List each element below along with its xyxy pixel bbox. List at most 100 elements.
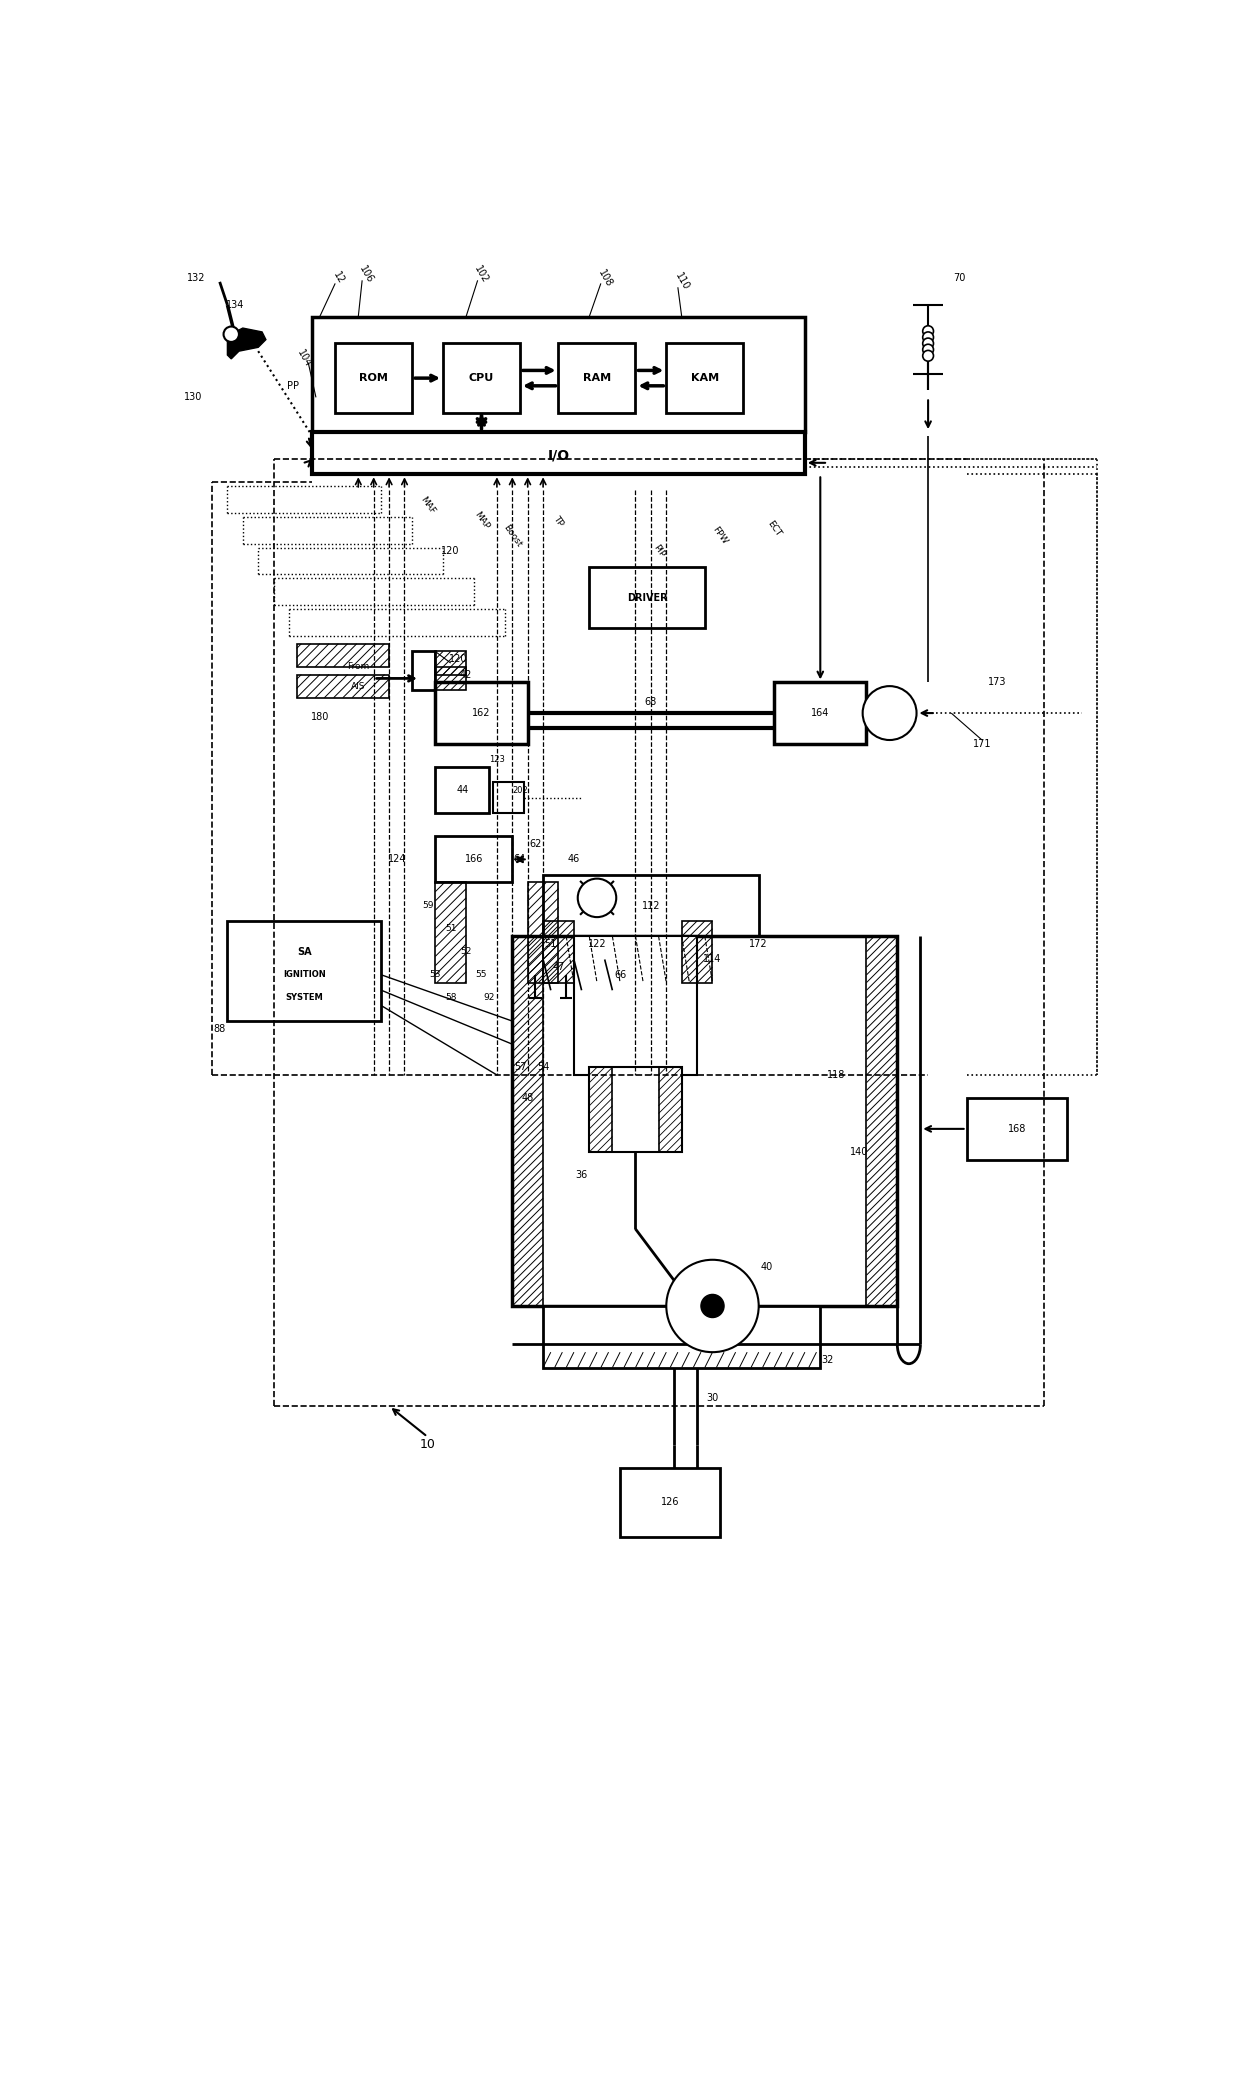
FancyBboxPatch shape bbox=[589, 566, 704, 628]
Text: 36: 36 bbox=[575, 1169, 588, 1180]
Text: 48: 48 bbox=[522, 1092, 534, 1103]
Text: 62: 62 bbox=[529, 840, 542, 850]
Text: ROM: ROM bbox=[360, 373, 388, 384]
Text: 59: 59 bbox=[422, 902, 433, 910]
Text: IGNITION: IGNITION bbox=[283, 970, 326, 978]
FancyBboxPatch shape bbox=[666, 344, 743, 413]
Text: 114: 114 bbox=[703, 954, 722, 964]
Text: SYSTEM: SYSTEM bbox=[285, 993, 324, 1003]
FancyBboxPatch shape bbox=[312, 431, 805, 475]
FancyBboxPatch shape bbox=[443, 344, 520, 413]
Text: 171: 171 bbox=[972, 738, 991, 748]
FancyBboxPatch shape bbox=[412, 651, 435, 690]
Text: 46: 46 bbox=[568, 854, 580, 864]
Text: 57: 57 bbox=[513, 1061, 526, 1072]
Text: 92: 92 bbox=[484, 993, 495, 1003]
Text: DRIVER: DRIVER bbox=[626, 593, 667, 603]
FancyBboxPatch shape bbox=[435, 682, 528, 744]
FancyBboxPatch shape bbox=[312, 317, 805, 431]
Text: 132: 132 bbox=[187, 274, 206, 284]
Text: PIP: PIP bbox=[651, 543, 666, 560]
Text: Boost: Boost bbox=[501, 522, 523, 549]
FancyBboxPatch shape bbox=[335, 344, 412, 413]
Text: 64: 64 bbox=[513, 854, 526, 864]
Text: 118: 118 bbox=[827, 1070, 844, 1080]
Text: 42: 42 bbox=[460, 670, 472, 680]
Text: ECT: ECT bbox=[765, 518, 782, 537]
FancyBboxPatch shape bbox=[435, 835, 512, 883]
Text: 102: 102 bbox=[472, 263, 491, 284]
Text: MAP: MAP bbox=[472, 510, 491, 531]
Text: KAM: KAM bbox=[691, 373, 719, 384]
Text: 51: 51 bbox=[445, 925, 456, 933]
Circle shape bbox=[223, 328, 239, 342]
Text: 110: 110 bbox=[673, 272, 691, 292]
Text: RAM: RAM bbox=[583, 373, 611, 384]
Text: 10: 10 bbox=[419, 1439, 435, 1451]
Text: MAF: MAF bbox=[418, 495, 436, 516]
Text: 166: 166 bbox=[465, 854, 484, 864]
Polygon shape bbox=[227, 328, 265, 359]
Text: 202: 202 bbox=[512, 786, 528, 794]
FancyBboxPatch shape bbox=[435, 767, 490, 813]
Text: 180: 180 bbox=[310, 711, 329, 721]
Text: PP: PP bbox=[286, 381, 299, 392]
Circle shape bbox=[923, 338, 934, 348]
Text: 173: 173 bbox=[988, 678, 1007, 688]
Circle shape bbox=[923, 344, 934, 354]
Text: 66: 66 bbox=[614, 970, 626, 981]
Text: 168: 168 bbox=[1007, 1124, 1025, 1134]
Text: 120: 120 bbox=[449, 655, 467, 663]
Text: 68: 68 bbox=[645, 697, 657, 707]
Text: CPU: CPU bbox=[469, 373, 494, 384]
Text: 134: 134 bbox=[226, 301, 244, 311]
Text: 162: 162 bbox=[472, 709, 491, 717]
FancyBboxPatch shape bbox=[774, 682, 867, 744]
FancyBboxPatch shape bbox=[574, 937, 697, 1076]
Circle shape bbox=[923, 332, 934, 342]
FancyBboxPatch shape bbox=[543, 1306, 821, 1368]
Text: 30: 30 bbox=[707, 1393, 719, 1403]
Text: SA: SA bbox=[298, 947, 311, 958]
Text: 40: 40 bbox=[760, 1262, 773, 1273]
Text: 124: 124 bbox=[388, 854, 405, 864]
Text: 106: 106 bbox=[357, 263, 374, 284]
FancyBboxPatch shape bbox=[967, 1099, 1066, 1159]
FancyBboxPatch shape bbox=[558, 344, 635, 413]
Circle shape bbox=[578, 879, 616, 916]
Text: 104: 104 bbox=[295, 348, 314, 369]
Text: 47: 47 bbox=[552, 962, 564, 972]
Text: FPW: FPW bbox=[711, 524, 729, 547]
FancyBboxPatch shape bbox=[512, 937, 898, 1306]
FancyBboxPatch shape bbox=[589, 1068, 682, 1153]
Text: 126: 126 bbox=[661, 1497, 680, 1507]
Text: 12: 12 bbox=[331, 269, 346, 286]
Text: 140: 140 bbox=[849, 1146, 868, 1157]
Text: 52: 52 bbox=[460, 947, 471, 956]
Text: 51: 51 bbox=[544, 939, 557, 949]
Text: 123: 123 bbox=[489, 755, 505, 763]
Text: 108: 108 bbox=[595, 267, 614, 288]
Text: 130: 130 bbox=[184, 392, 202, 402]
Text: From: From bbox=[347, 663, 370, 672]
Circle shape bbox=[923, 350, 934, 361]
FancyBboxPatch shape bbox=[543, 875, 759, 937]
Text: 32: 32 bbox=[822, 1356, 835, 1364]
Text: 112: 112 bbox=[641, 900, 660, 910]
FancyBboxPatch shape bbox=[620, 1468, 720, 1536]
Circle shape bbox=[863, 686, 916, 740]
Text: 55: 55 bbox=[476, 970, 487, 978]
FancyBboxPatch shape bbox=[227, 920, 382, 1022]
Text: TP: TP bbox=[552, 514, 565, 527]
FancyBboxPatch shape bbox=[494, 782, 523, 813]
Text: AIS: AIS bbox=[351, 682, 366, 690]
Circle shape bbox=[701, 1294, 724, 1318]
Text: 54: 54 bbox=[537, 1061, 549, 1072]
Text: I/O: I/O bbox=[547, 448, 569, 462]
Text: 53: 53 bbox=[429, 970, 441, 978]
Text: 122: 122 bbox=[588, 939, 606, 949]
Text: 164: 164 bbox=[811, 709, 830, 717]
Circle shape bbox=[923, 325, 934, 336]
Text: 88: 88 bbox=[213, 1024, 226, 1034]
Text: 70: 70 bbox=[952, 274, 965, 284]
